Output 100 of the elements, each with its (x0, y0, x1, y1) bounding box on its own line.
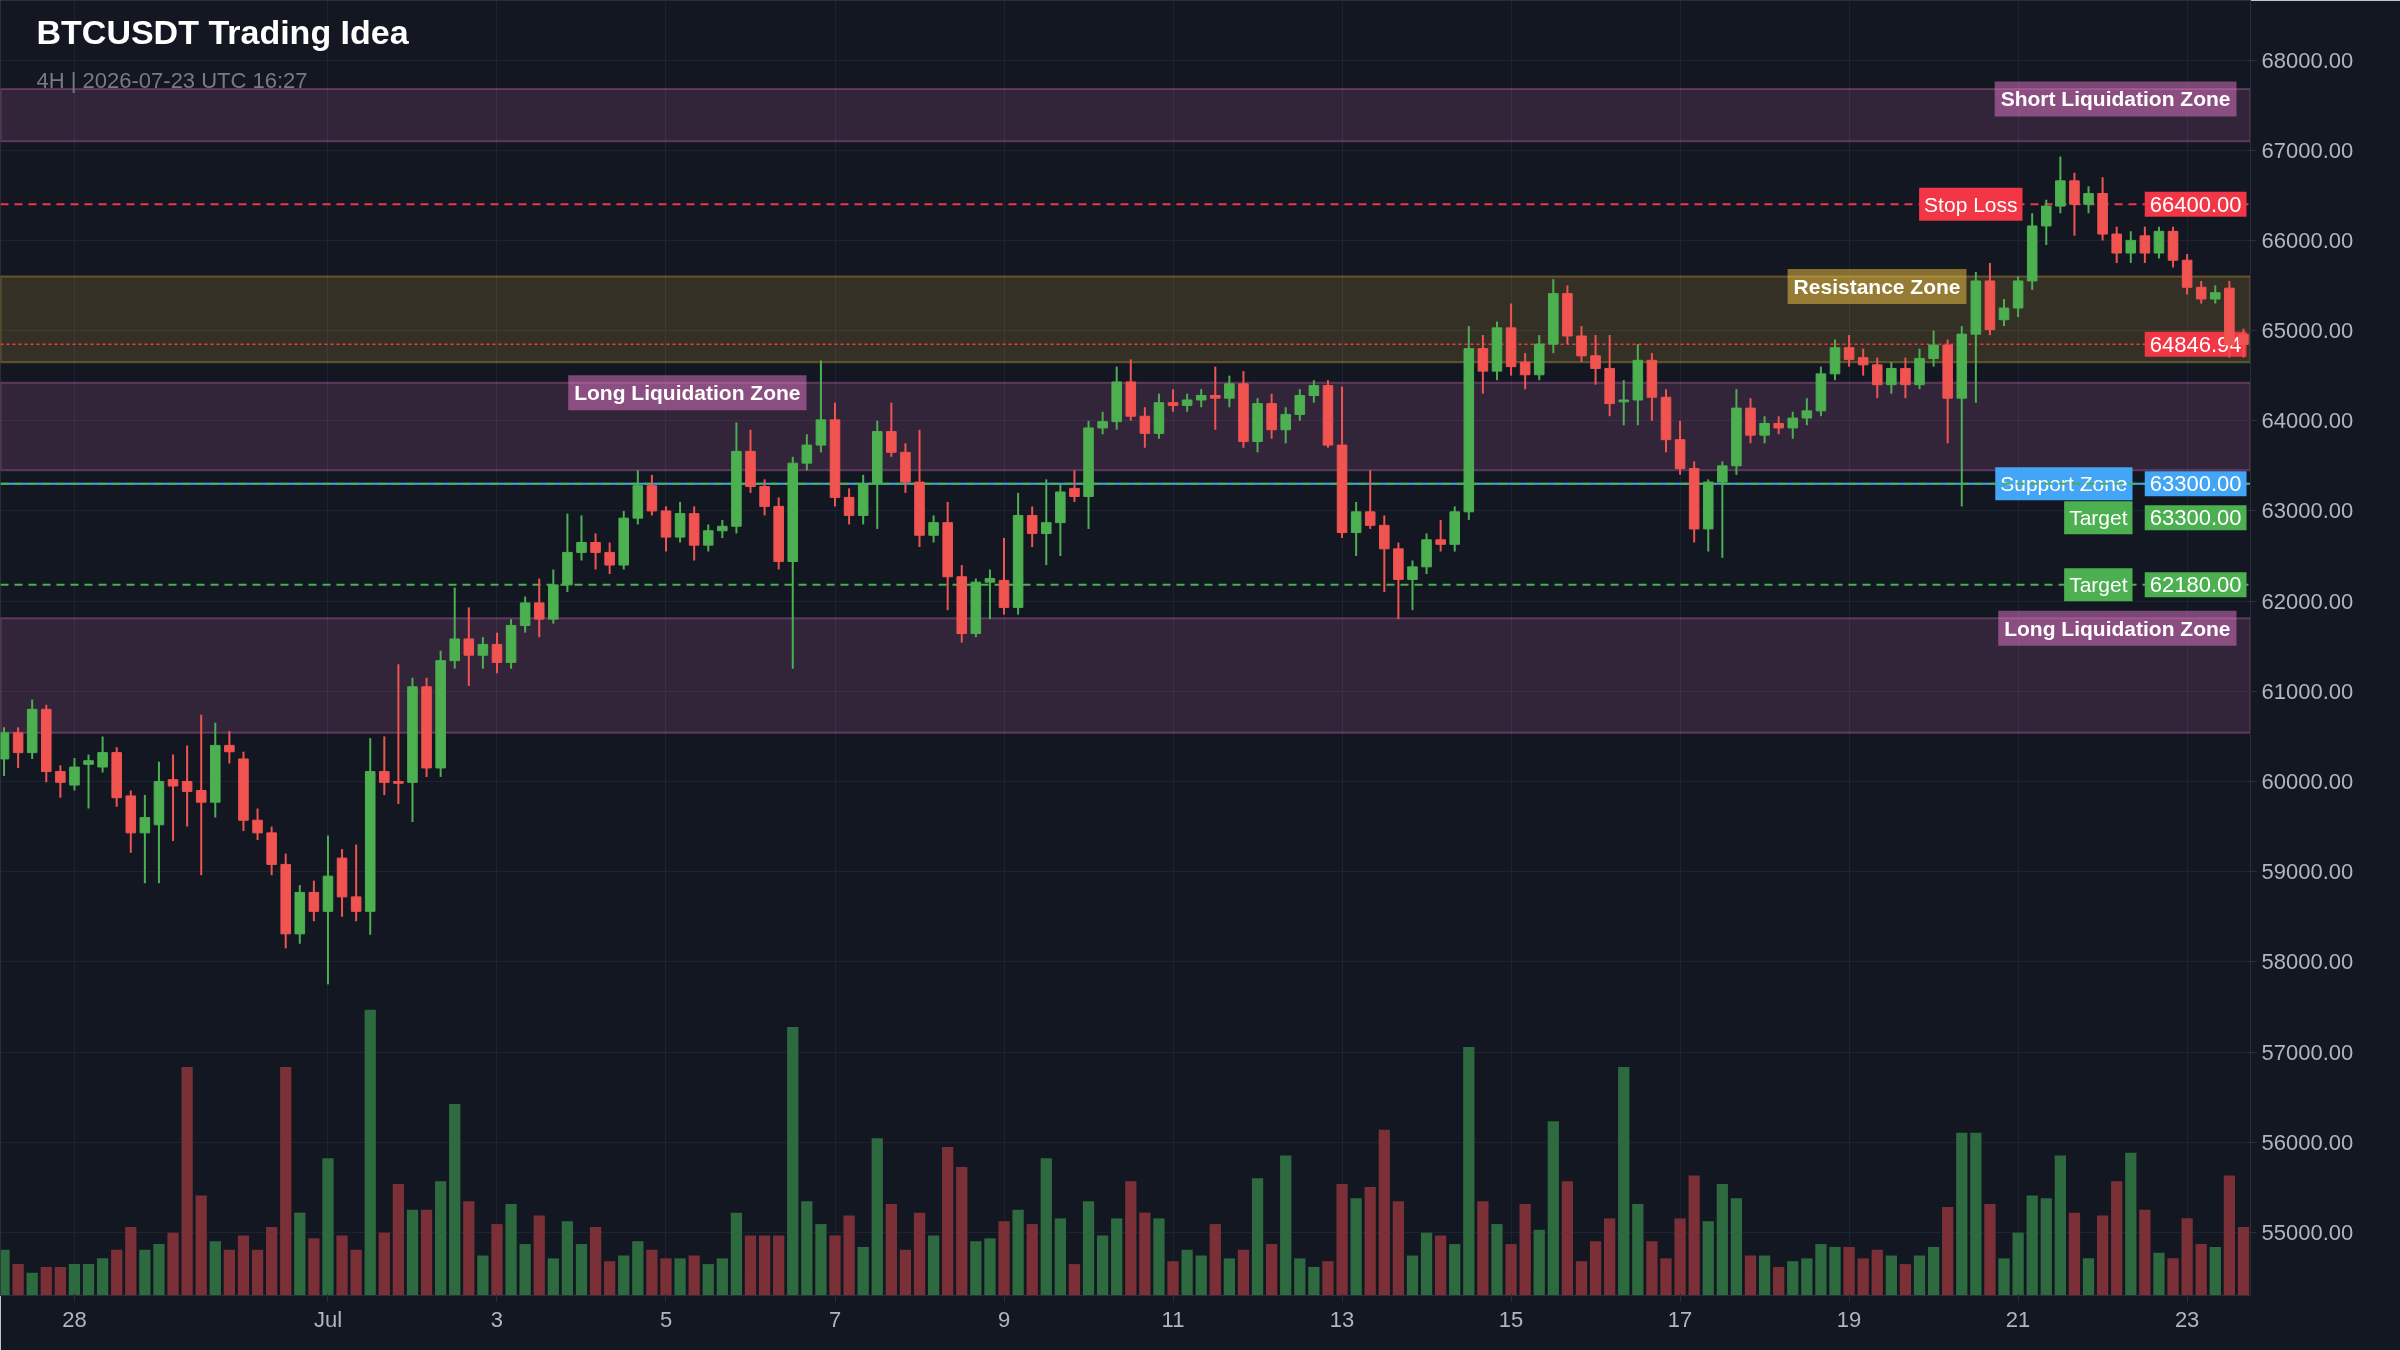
bar (744, 1235, 757, 1296)
candlestick (1195, 388, 1207, 409)
candlestick (1181, 392, 1193, 413)
bar (1547, 1121, 1559, 1296)
bar (660, 1258, 672, 1296)
candlestick (590, 532, 601, 571)
bar (1618, 1066, 1630, 1296)
bar (2167, 1258, 2179, 1296)
bar (2096, 1215, 2109, 1296)
bar (2181, 1218, 2193, 1296)
x-tick-label: 7 (828, 1306, 842, 1332)
bar (2195, 1244, 2207, 1296)
candlestick (1576, 325, 1587, 364)
bar (449, 1104, 461, 1296)
annotation: 66400.00 (2149, 191, 2242, 217)
y-tick-label: 60000.00 (2261, 768, 2354, 794)
bar (153, 1244, 165, 1296)
candlestick (1407, 559, 1418, 612)
candlestick (97, 735, 108, 774)
bar (1589, 1241, 1602, 1296)
candlestick (2040, 198, 2052, 246)
band-label: Short Liquidation Zone (2000, 87, 2231, 111)
candlestick (181, 744, 193, 828)
bar (1843, 1246, 1855, 1296)
bar (54, 1266, 66, 1296)
candlestick (1857, 347, 1869, 377)
x-tick-label: 17 (1667, 1306, 1693, 1332)
candlestick (491, 631, 503, 675)
bar (294, 1212, 306, 1296)
bar (1406, 1255, 1419, 1296)
candlestick (1843, 334, 1855, 368)
bar (1125, 1181, 1137, 1296)
bar (111, 1249, 123, 1296)
bar (1223, 1258, 1236, 1296)
candlestick (759, 478, 770, 517)
bar (547, 1258, 559, 1296)
bar (913, 1212, 926, 1296)
bar (1181, 1249, 1193, 1296)
candlestick (350, 843, 362, 923)
y-tick-label: 55000.00 (2261, 1219, 2354, 1245)
bar (1744, 1255, 1757, 1296)
bar (1998, 1258, 2010, 1296)
candlestick (2139, 225, 2151, 264)
bar (491, 1224, 503, 1296)
y-tick-label: 63000.00 (2261, 498, 2354, 524)
x-tick-label: 13 (1329, 1306, 1355, 1332)
bar (237, 1235, 250, 1296)
candlestick (1308, 379, 1320, 404)
candlestick (717, 518, 728, 539)
bar (519, 1244, 531, 1296)
candlestick (195, 713, 207, 877)
candlestick (1280, 406, 1291, 445)
candlestick (167, 753, 179, 842)
candlestick (379, 735, 390, 796)
bar (82, 1264, 95, 1296)
candlestick (2069, 171, 2080, 237)
bar (308, 1238, 320, 1296)
bar (378, 1232, 390, 1296)
bar (2153, 1252, 2165, 1296)
candlestick (674, 500, 686, 544)
bar (2209, 1246, 2221, 1296)
bar (1463, 1046, 1475, 1296)
bar (730, 1212, 743, 1296)
bar (1082, 1201, 1095, 1296)
candlestick (928, 514, 939, 544)
candlestick (1900, 356, 1911, 400)
candlestick (2083, 185, 2094, 215)
bar (2111, 1181, 2123, 1296)
bar (1195, 1255, 1207, 1296)
x-tick-label: Jul (313, 1306, 343, 1332)
bar (125, 1226, 137, 1296)
bar (265, 1226, 278, 1296)
bar (1364, 1186, 1376, 1296)
candlestick (702, 523, 714, 553)
bar (674, 1258, 686, 1296)
bar (885, 1204, 897, 1296)
bar (1026, 1224, 1038, 1296)
candlestick (1069, 469, 1080, 503)
bar (942, 1146, 954, 1296)
y-tick-label: 66000.00 (2261, 227, 2354, 253)
bar (1280, 1155, 1292, 1296)
bar (1632, 1204, 1644, 1296)
bar (195, 1195, 207, 1296)
candlestick (69, 757, 80, 792)
bar (1153, 1218, 1165, 1296)
bar (2223, 1175, 2236, 1296)
bar (1561, 1181, 1574, 1296)
x-tick-label: 9 (997, 1306, 1011, 1332)
candlestick (1477, 334, 1489, 395)
bar (899, 1249, 912, 1296)
bar (280, 1066, 292, 1296)
candlestick (1026, 505, 1038, 548)
bar (26, 1272, 38, 1296)
bar (2139, 1209, 2151, 1296)
bar (1505, 1244, 1517, 1296)
bar (829, 1235, 841, 1296)
x-tick-label: 28 (62, 1306, 87, 1332)
candlestick (224, 729, 235, 765)
bar (505, 1204, 517, 1296)
bar (857, 1246, 869, 1296)
